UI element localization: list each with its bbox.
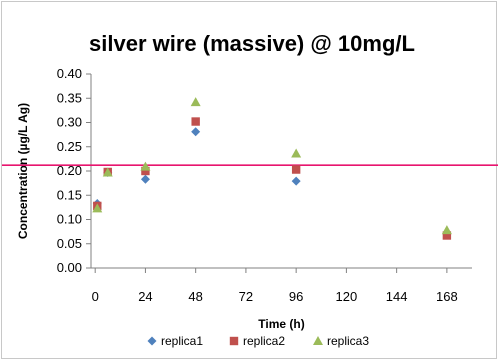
x-tick-label: 0	[92, 289, 99, 304]
x-tick-label: 48	[188, 289, 202, 304]
data-point-replica2	[442, 231, 452, 240]
x-tick-label: 24	[138, 289, 152, 304]
y-tick-label: 0.00	[57, 260, 82, 275]
x-axis-label: Time (h)	[258, 317, 304, 331]
y-tick-label: 0.05	[57, 236, 82, 251]
x-tick-label: 96	[289, 289, 303, 304]
y-tick-label: 0.40	[57, 66, 82, 81]
data-point-replica2	[291, 165, 301, 174]
data-point-replica3	[92, 203, 103, 213]
data-point-replica2	[141, 166, 150, 176]
legend-label-replica3: replica3	[327, 334, 369, 348]
legend-label-replica1: replica1	[161, 334, 203, 348]
y-axis-label: Concentration (µg/L Ag)	[16, 103, 30, 239]
x-tick-label: 144	[386, 289, 408, 304]
data-point-replica1	[140, 174, 150, 184]
legend-label-replica2: replica2	[243, 334, 285, 348]
data-point-replica3	[190, 97, 201, 107]
legend-marker-replica3	[313, 336, 323, 345]
legend-marker-replica2	[229, 336, 239, 346]
y-tick-label: 0.10	[57, 212, 82, 227]
data-point-replica1	[191, 127, 201, 137]
legend-marker-replica1	[147, 336, 157, 346]
y-tick-label: 0.30	[57, 115, 82, 130]
x-tick-label: 72	[239, 289, 253, 304]
data-point-replica3	[102, 167, 113, 177]
y-tick-label: 0.15	[57, 187, 82, 202]
y-tick-label: 0.25	[57, 139, 82, 154]
chart-title: silver wire (massive) @ 10mg/L	[89, 31, 415, 56]
data-point-replica3	[291, 148, 302, 158]
x-tick-label: 168	[436, 289, 458, 304]
y-tick-label: 0.35	[57, 90, 82, 105]
data-point-replica3	[441, 225, 452, 235]
data-point-replica1	[291, 176, 301, 186]
y-tick-label: 0.20	[57, 163, 82, 178]
data-point-replica3	[140, 161, 151, 171]
data-point-replica2	[191, 117, 200, 126]
x-tick-label: 120	[336, 289, 358, 304]
